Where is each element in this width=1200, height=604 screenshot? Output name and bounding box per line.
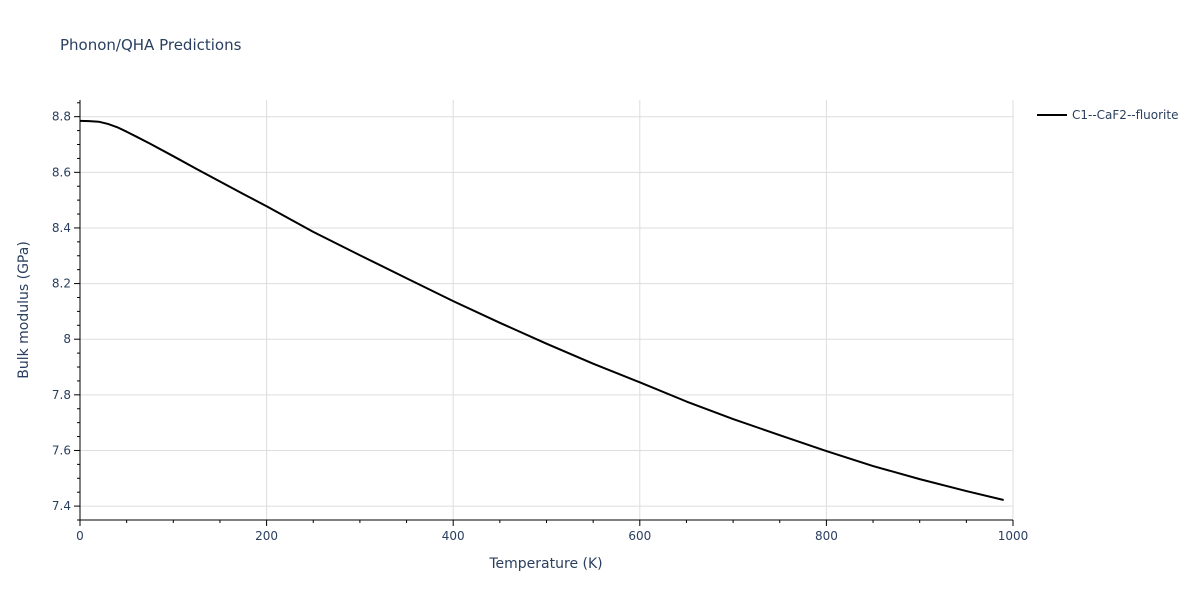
x-tick-label: 800 (815, 529, 838, 543)
axis-layer (79, 100, 1013, 521)
y-tick-label: 7.6 (52, 443, 71, 457)
x-tick-label: 400 (442, 529, 465, 543)
y-axis-title: Bulk modulus (GPa) (16, 241, 32, 379)
x-axis-title: Temperature (K) (488, 556, 602, 572)
chart-title: Phonon/QHA Predictions (60, 36, 242, 54)
y-tick-label: 7.8 (52, 388, 71, 402)
legend-label[interactable]: C1--CaF2--fluorite (1072, 108, 1178, 122)
legend[interactable]: C1--CaF2--fluorite (1037, 108, 1178, 122)
y-tick-label: 8.4 (52, 221, 71, 235)
y-tick-label: 8.6 (52, 165, 71, 179)
y-tick-label: 8 (63, 332, 71, 346)
grid-layer (80, 100, 1014, 520)
y-tick-label: 8.8 (52, 110, 71, 124)
ticks-layer: 0 200 400 600 800 1000 7.4 7.6 7.8 8 8.2 8.4 8.6 8.8 (52, 102, 1029, 543)
series-line (79, 119, 1004, 501)
y-tick-label: 8.2 (52, 277, 71, 291)
x-tick-label: 600 (628, 529, 651, 543)
x-tick-label: 200 (255, 529, 278, 543)
x-tick-label: 0 (76, 529, 84, 543)
y-tick-label: 7.4 (52, 499, 71, 513)
x-tick-label: 1000 (998, 529, 1029, 543)
series-layer (79, 119, 1004, 501)
